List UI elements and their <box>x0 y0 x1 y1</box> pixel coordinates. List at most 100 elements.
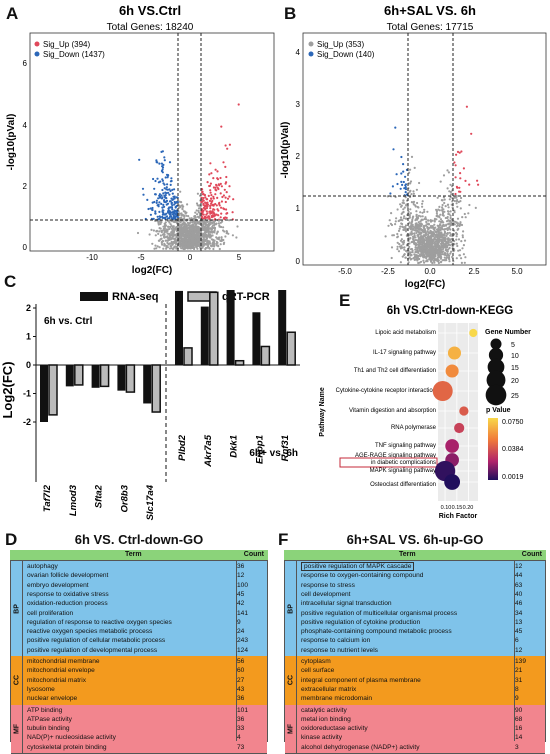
go-group-label: BP <box>285 561 297 656</box>
volcano-point <box>178 223 180 225</box>
volcano-point <box>447 204 449 206</box>
volcano-point <box>409 253 411 255</box>
volcano-point <box>456 199 458 201</box>
volcano-point <box>217 188 219 190</box>
bar-c-bar <box>92 365 100 388</box>
volcano-point <box>172 227 174 229</box>
volcano-point <box>436 210 438 212</box>
volcano-point <box>209 185 211 187</box>
kegg-e-ylabel: Pathway Name <box>319 387 326 437</box>
kegg-e-color-tick: 0.0019 <box>502 474 524 481</box>
bar-c-gene-label: Sfta2 <box>94 484 105 508</box>
volcano-point <box>426 253 428 255</box>
volcano-point <box>400 216 402 218</box>
volcano-point <box>181 236 183 238</box>
go-count: 12 <box>237 571 263 580</box>
volcano-point <box>438 206 440 208</box>
go-term: reactive oxygen species metabolic proces… <box>27 627 152 636</box>
volcano-point <box>220 207 222 209</box>
go-count: 16 <box>515 724 541 733</box>
volcano-point <box>409 237 411 239</box>
go-count: 31 <box>515 676 541 685</box>
volcano-point <box>420 241 422 243</box>
volcano-point <box>183 222 185 224</box>
volcano-point <box>174 197 176 199</box>
volcano-point <box>196 209 198 211</box>
volcano-point <box>440 256 442 258</box>
volcano-point <box>197 234 199 236</box>
go-term: regulation of response to reactive oxyge… <box>27 618 172 627</box>
volcano-point <box>218 224 220 226</box>
go-term: alcohol dehydrogenase (NADP+) activity <box>301 743 420 752</box>
bar-c-bars <box>40 290 295 422</box>
bar-c-ytick: 0 <box>26 360 31 370</box>
volcano-point <box>416 239 418 241</box>
volcano-point <box>399 246 401 248</box>
volcano-point <box>410 180 412 182</box>
volcano-point <box>212 248 214 250</box>
volcano-a-xtick: 5 <box>237 253 242 262</box>
go-f-head-term: Term <box>399 550 416 560</box>
kegg-e-color-tick: 0.0384 <box>502 446 524 453</box>
volcano-point <box>173 238 175 240</box>
volcano-point <box>168 194 170 196</box>
volcano-point <box>413 232 415 234</box>
volcano-point <box>165 213 167 215</box>
volcano-point <box>215 236 217 238</box>
go-f-header: Term Count <box>284 550 546 560</box>
volcano-point <box>447 219 449 221</box>
volcano-point <box>404 253 406 255</box>
volcano-point <box>416 189 418 191</box>
go-count: 9 <box>515 694 541 703</box>
volcano-point <box>429 249 431 251</box>
volcano-point <box>460 150 462 152</box>
bar-c-bar <box>143 365 151 403</box>
go-term: kinase activity <box>301 733 342 742</box>
volcano-point <box>433 262 435 264</box>
go-term: lysosome <box>27 685 55 694</box>
volcano-point <box>219 204 221 206</box>
bar-c-bar <box>40 365 48 422</box>
volcano-point <box>404 176 406 178</box>
kegg-e-size-marker <box>486 385 507 406</box>
volcano-point <box>213 209 215 211</box>
volcano-point <box>395 217 397 219</box>
volcano-point <box>161 197 163 199</box>
volcano-point <box>476 180 478 182</box>
volcano-b-ylabel: -log10(pVal) <box>280 122 291 179</box>
volcano-point <box>225 197 227 199</box>
volcano-point <box>178 226 180 228</box>
volcano-point <box>405 229 407 231</box>
volcano-point <box>191 221 193 223</box>
volcano-point <box>221 236 223 238</box>
volcano-point <box>416 244 418 246</box>
volcano-point <box>211 228 213 230</box>
volcano-point <box>439 214 441 216</box>
kegg-e-color-bar <box>488 418 498 480</box>
volcano-point <box>418 238 420 240</box>
volcano-point <box>405 188 407 190</box>
volcano-b-ytick: 4 <box>296 48 301 57</box>
volcano-point <box>212 239 214 241</box>
volcano-point <box>178 205 180 207</box>
volcano-point <box>443 235 445 237</box>
volcano-point <box>180 234 182 236</box>
go-term: response to stress <box>301 581 355 590</box>
volcano-point <box>150 214 152 216</box>
kegg-e-size-label: 10 <box>511 353 519 360</box>
volcano-point <box>212 244 214 246</box>
volcano-point <box>206 247 208 249</box>
volcano-point <box>460 257 462 259</box>
bar-c-bar <box>49 365 57 415</box>
volcano-point <box>427 255 429 257</box>
go-term: mitochondrial envelope <box>27 666 95 675</box>
volcano-point <box>412 249 414 251</box>
volcano-point <box>408 246 410 248</box>
volcano-point <box>175 226 177 228</box>
volcano-point <box>162 209 164 211</box>
volcano-point <box>210 194 212 196</box>
volcano-a-ylabel: -log10(pVal) <box>6 114 17 171</box>
volcano-point <box>410 254 412 256</box>
volcano-point <box>161 189 163 191</box>
